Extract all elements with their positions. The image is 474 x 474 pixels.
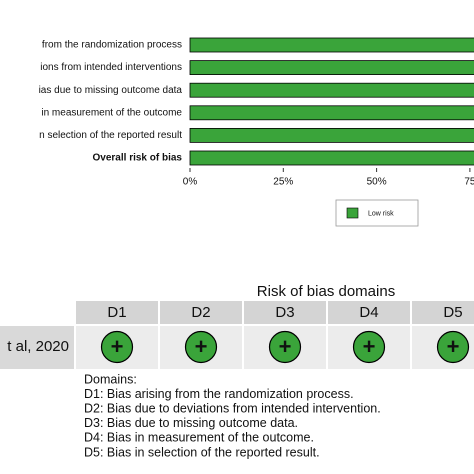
- header-label: D2: [191, 304, 210, 321]
- domain-note: D4: Bias in measurement of the outcome.: [84, 431, 314, 445]
- x-tick-label: 0%: [183, 177, 198, 188]
- domain-note: Domains:: [84, 372, 137, 386]
- bar: [189, 105, 474, 121]
- header-label: D1: [107, 304, 126, 321]
- judgement-symbol: +: [447, 334, 460, 359]
- header-label: D4: [359, 304, 378, 321]
- y-tick-label: ions from intended interventions: [40, 62, 182, 73]
- judgement-circle: [184, 330, 218, 364]
- y-tick-label: Overall risk of bias: [93, 153, 183, 164]
- header-label: D5: [443, 304, 462, 321]
- header-cell: [410, 299, 474, 326]
- domain-note: D1: Bias arising from the randomization …: [84, 387, 354, 401]
- x-tick-label: 50%: [367, 177, 387, 188]
- judgement-symbol: +: [363, 334, 376, 359]
- study-label: t al, 2020: [7, 338, 69, 355]
- bar: [189, 150, 474, 166]
- table-title: Risk of bias domains: [257, 283, 395, 300]
- domain-note: D5: Bias in selection of the reported re…: [84, 445, 320, 459]
- judgement-circle: [268, 330, 302, 364]
- domain-note: D3: Bias due to missing outcome data.: [84, 416, 298, 430]
- x-tick-label: 25%: [273, 177, 293, 188]
- bar: [189, 82, 474, 98]
- study-cell: [0, 324, 76, 371]
- y-tick-label: n selection of the reported result: [39, 130, 182, 141]
- legend-swatch: [346, 207, 359, 219]
- domain-note: D2: Bias due to deviations from intended…: [84, 401, 381, 415]
- header-label: D3: [275, 304, 294, 321]
- bar: [189, 37, 474, 53]
- judgement-symbol: +: [111, 334, 124, 359]
- header-cell: [158, 299, 244, 326]
- judgement-circle: [352, 330, 386, 364]
- judgement-symbol: +: [195, 334, 208, 359]
- judgement-symbol: +: [279, 334, 292, 359]
- x-tick-label: 75: [464, 177, 474, 188]
- bar: [189, 127, 474, 143]
- judgement-circle: [100, 330, 134, 364]
- judgement-circle: [436, 330, 470, 364]
- y-tick-label: in measurement of the outcome: [41, 107, 182, 118]
- bar: [189, 60, 474, 75]
- y-tick-label: ias due to missing outcome data: [39, 85, 183, 96]
- y-tick-label: from the randomization process: [42, 40, 182, 51]
- legend-label: Low risk: [368, 210, 394, 217]
- header-cell: [326, 299, 412, 326]
